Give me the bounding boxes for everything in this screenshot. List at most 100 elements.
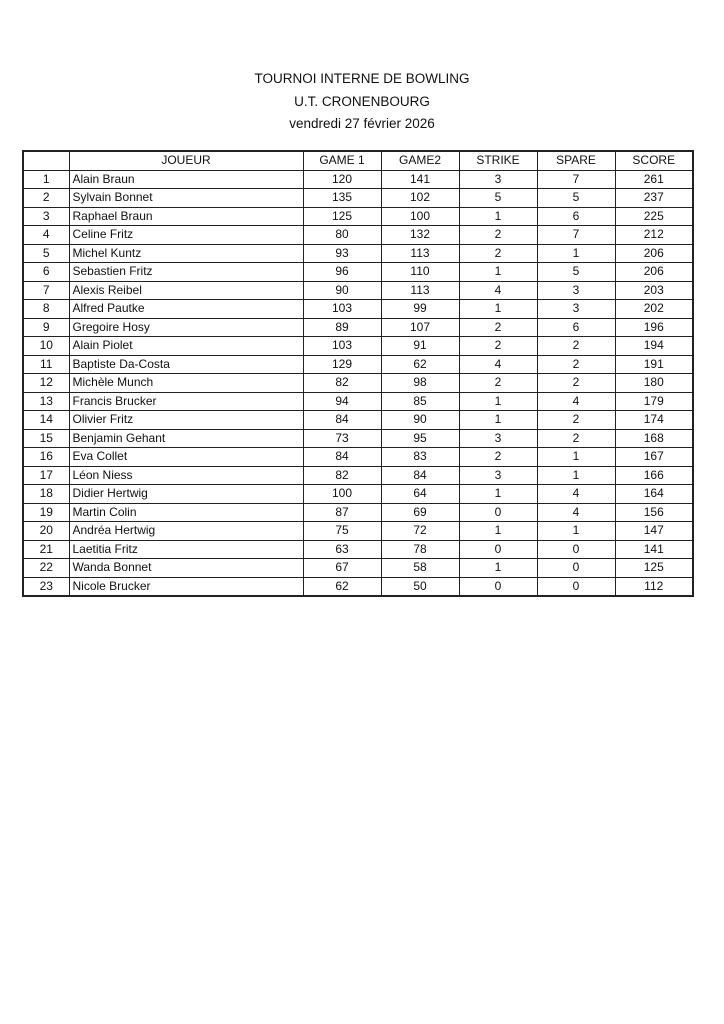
cell-player: Michel Kuntz <box>68 243 304 263</box>
cell-score: 166 <box>614 465 694 485</box>
cell-strike: 4 <box>458 280 538 300</box>
cell-player: Olivier Fritz <box>68 410 304 430</box>
cell-player: Léon Niess <box>68 465 304 485</box>
table-row: 2 Sylvain Bonnet 135 102 5 5 237 <box>22 188 694 208</box>
cell-score: 174 <box>614 410 694 430</box>
cell-spare: 7 <box>536 225 616 245</box>
cell-score: 156 <box>614 502 694 522</box>
cell-game1: 90 <box>302 280 382 300</box>
cell-player: Martin Colin <box>68 502 304 522</box>
cell-score: 237 <box>614 188 694 208</box>
cell-player: Francis Brucker <box>68 391 304 411</box>
cell-game1: 84 <box>302 447 382 467</box>
cell-game2: 84 <box>380 465 460 485</box>
table-row: 5 Michel Kuntz 93 113 2 1 206 <box>22 243 694 263</box>
cell-score: 194 <box>614 336 694 356</box>
cell-score: 167 <box>614 447 694 467</box>
table-row: 4 Celine Fritz 80 132 2 7 212 <box>22 225 694 245</box>
cell-strike: 2 <box>458 373 538 393</box>
cell-player: Alexis Reibel <box>68 280 304 300</box>
table-row: 13 Francis Brucker 94 85 1 4 179 <box>22 391 694 411</box>
cell-game2: 132 <box>380 225 460 245</box>
cell-player: Alain Braun <box>68 169 304 189</box>
cell-spare: 5 <box>536 262 616 282</box>
cell-score: 125 <box>614 558 694 578</box>
cell-rank: 4 <box>22 225 70 245</box>
cell-game1: 125 <box>302 206 382 226</box>
cell-game1: 94 <box>302 391 382 411</box>
cell-game2: 90 <box>380 410 460 430</box>
cell-game2: 85 <box>380 391 460 411</box>
cell-rank: 9 <box>22 317 70 337</box>
cell-player: Nicole Brucker <box>68 576 304 597</box>
cell-score: 261 <box>614 169 694 189</box>
cell-rank: 14 <box>22 410 70 430</box>
table-row: 23 Nicole Brucker 62 50 0 0 112 <box>22 576 694 597</box>
cell-rank: 15 <box>22 428 70 448</box>
header-game2: GAME2 <box>380 150 460 171</box>
cell-player: Gregoire Hosy <box>68 317 304 337</box>
cell-game2: 113 <box>380 280 460 300</box>
table-row: 11 Baptiste Da-Costa 129 62 4 2 191 <box>22 354 694 374</box>
cell-player: Eva Collet <box>68 447 304 467</box>
cell-game1: 63 <box>302 539 382 559</box>
cell-game1: 84 <box>302 410 382 430</box>
table-row: 9 Gregoire Hosy 89 107 2 6 196 <box>22 317 694 337</box>
cell-game2: 107 <box>380 317 460 337</box>
cell-spare: 2 <box>536 428 616 448</box>
cell-game1: 120 <box>302 169 382 189</box>
cell-game1: 80 <box>302 225 382 245</box>
cell-game2: 99 <box>380 299 460 319</box>
cell-spare: 2 <box>536 336 616 356</box>
cell-strike: 1 <box>458 262 538 282</box>
cell-strike: 1 <box>458 206 538 226</box>
cell-game2: 141 <box>380 169 460 189</box>
cell-strike: 1 <box>458 410 538 430</box>
cell-spare: 2 <box>536 373 616 393</box>
table-row: 22 Wanda Bonnet 67 58 1 0 125 <box>22 558 694 578</box>
table-header-row: JOUEUR GAME 1 GAME2 STRIKE SPARE SCORE <box>22 150 694 171</box>
table-row: 19 Martin Colin 87 69 0 4 156 <box>22 502 694 522</box>
table-row: 20 Andréa Hertwig 75 72 1 1 147 <box>22 521 694 541</box>
cell-game1: 67 <box>302 558 382 578</box>
cell-strike: 2 <box>458 317 538 337</box>
cell-game2: 50 <box>380 576 460 597</box>
cell-spare: 5 <box>536 188 616 208</box>
cell-game1: 62 <box>302 576 382 597</box>
cell-rank: 18 <box>22 484 70 504</box>
header-score: SCORE <box>614 150 694 171</box>
cell-strike: 2 <box>458 447 538 467</box>
cell-rank: 21 <box>22 539 70 559</box>
cell-spare: 6 <box>536 317 616 337</box>
cell-player: Benjamin Gehant <box>68 428 304 448</box>
cell-player: Michèle Munch <box>68 373 304 393</box>
cell-rank: 7 <box>22 280 70 300</box>
cell-strike: 2 <box>458 225 538 245</box>
cell-strike: 1 <box>458 558 538 578</box>
cell-spare: 0 <box>536 539 616 559</box>
cell-game1: 103 <box>302 299 382 319</box>
cell-game1: 87 <box>302 502 382 522</box>
cell-spare: 1 <box>536 521 616 541</box>
cell-game1: 82 <box>302 465 382 485</box>
cell-player: Alain Piolet <box>68 336 304 356</box>
cell-game2: 95 <box>380 428 460 448</box>
cell-rank: 5 <box>22 243 70 263</box>
cell-game1: 100 <box>302 484 382 504</box>
cell-spare: 2 <box>536 354 616 374</box>
cell-player: Baptiste Da-Costa <box>68 354 304 374</box>
cell-strike: 1 <box>458 521 538 541</box>
cell-game2: 62 <box>380 354 460 374</box>
table-row: 14 Olivier Fritz 84 90 1 2 174 <box>22 410 694 430</box>
cell-player: Didier Hertwig <box>68 484 304 504</box>
cell-strike: 2 <box>458 243 538 263</box>
cell-game2: 110 <box>380 262 460 282</box>
cell-rank: 10 <box>22 336 70 356</box>
cell-score: 196 <box>614 317 694 337</box>
cell-player: Sylvain Bonnet <box>68 188 304 208</box>
cell-score: 225 <box>614 206 694 226</box>
cell-strike: 0 <box>458 539 538 559</box>
cell-game2: 64 <box>380 484 460 504</box>
cell-player: Alfred Pautke <box>68 299 304 319</box>
cell-rank: 3 <box>22 206 70 226</box>
